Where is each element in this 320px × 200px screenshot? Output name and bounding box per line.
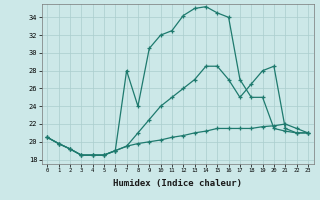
X-axis label: Humidex (Indice chaleur): Humidex (Indice chaleur)	[113, 179, 242, 188]
